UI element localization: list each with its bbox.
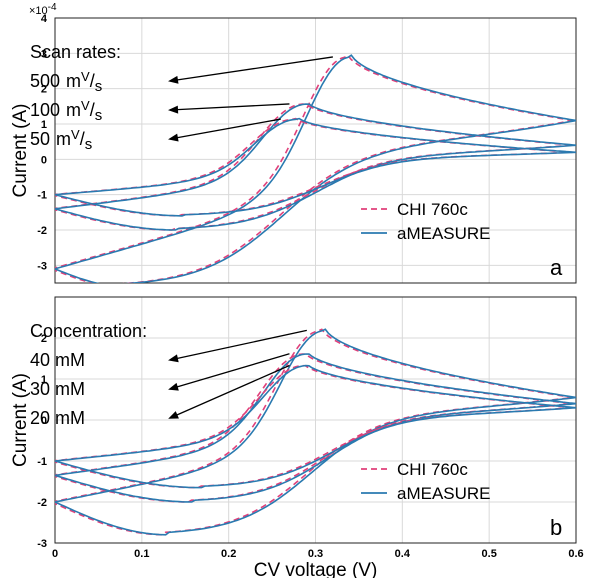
annotation-unit-a: m bbox=[66, 100, 81, 120]
legend-entry: aMEASURE bbox=[397, 484, 491, 503]
annotation-unit-d: s bbox=[95, 107, 103, 124]
annotation-arrow-head bbox=[168, 382, 179, 391]
panel-label: b bbox=[550, 515, 562, 540]
annotation-unit-d: s bbox=[85, 136, 93, 153]
annotation-unit-a: m bbox=[66, 71, 81, 91]
cv-curve-chi-760c bbox=[55, 54, 573, 283]
annotation-title: Scan rates: bbox=[30, 42, 121, 62]
y-tick-label: -3 bbox=[37, 538, 47, 550]
cv-curve-ameasure bbox=[55, 364, 576, 489]
y-tick-label: 4 bbox=[41, 13, 48, 25]
annotation-unit-c: / bbox=[90, 71, 95, 91]
annotation-unit-c: / bbox=[80, 129, 85, 149]
annotation-unit-b: V bbox=[81, 98, 90, 113]
legend-entry: CHI 760c bbox=[397, 200, 468, 219]
cv-curve-chi-760c bbox=[55, 328, 573, 536]
annotation-entry: 20 mM bbox=[30, 408, 85, 428]
y-tick-label: -1 bbox=[37, 190, 47, 202]
annotation-arrow-line bbox=[169, 118, 281, 140]
y-tick-label: -2 bbox=[37, 497, 47, 509]
annotation-entry: 500 mV/s bbox=[30, 69, 102, 95]
annotation-unit-b: V bbox=[81, 69, 90, 84]
annotation-arrow-head bbox=[168, 354, 179, 363]
x-tick-label: 0 bbox=[52, 548, 58, 560]
cv-curve-ameasure bbox=[55, 103, 576, 231]
y-tick-label: 1 bbox=[41, 119, 47, 131]
annotation-arrow-line bbox=[169, 103, 290, 111]
annotation-arrow-head bbox=[168, 411, 179, 419]
y-tick-label: 2 bbox=[41, 333, 47, 345]
curve-group bbox=[55, 328, 576, 536]
panel-b: -3 -2 -1 0 1 2 0 0.1 0.2 0.3 0.4 0.5 0.6 Current (A) C… bbox=[10, 296, 584, 578]
annotation-arrow-line bbox=[169, 353, 290, 390]
plot-frame bbox=[54, 296, 577, 544]
annotation-arrow-line bbox=[169, 364, 290, 419]
y-tick-label: 0 bbox=[41, 415, 47, 427]
y-exponent-base: ×10 bbox=[29, 5, 48, 17]
legend-entry: CHI 760c bbox=[397, 460, 468, 479]
annotation-entry: 100 mV/s bbox=[30, 98, 102, 124]
x-tick-label: 0.3 bbox=[308, 548, 323, 560]
annotation-value: 50 bbox=[30, 129, 50, 149]
panel-label: a bbox=[550, 255, 563, 280]
annotation-entry: 30 mM bbox=[30, 379, 85, 399]
annotation-unit-d: s bbox=[95, 78, 103, 95]
y-exponent-label: ×10-4 bbox=[29, 2, 57, 17]
annotation-arrow-head bbox=[168, 133, 179, 142]
annotation-arrow-head bbox=[168, 75, 179, 84]
annotation-unit-c: / bbox=[90, 100, 95, 120]
annotation-unit-b: V bbox=[71, 127, 80, 142]
x-tick-label: 0.5 bbox=[482, 548, 497, 560]
annotation-arrow-line bbox=[169, 56, 333, 82]
panel-a: -3 -2 -1 0 1 2 3 4×10-4 Current (A) a CHI 760c aMEA… bbox=[10, 2, 577, 284]
y-exponent-power: -4 bbox=[48, 2, 57, 13]
legend-entry: aMEASURE bbox=[397, 224, 491, 243]
y-axis-label: Current (A) bbox=[10, 373, 31, 467]
y-tick-label: 2 bbox=[41, 84, 47, 96]
y-tick-label: -3 bbox=[37, 260, 47, 272]
y-tick-label: 1 bbox=[41, 374, 47, 386]
cv-curve-ameasure bbox=[55, 117, 576, 217]
annotation-entry: 40 mM bbox=[30, 350, 85, 370]
annotation-unit-a: m bbox=[56, 129, 71, 149]
y-tick-label: -2 bbox=[37, 225, 47, 237]
x-tick-label: 0.4 bbox=[395, 548, 411, 560]
cv-curve-ameasure bbox=[55, 353, 576, 503]
x-tick-label: 0.1 bbox=[134, 548, 149, 560]
x-axis-label: CV voltage (V) bbox=[254, 560, 378, 578]
annotation-value: 500 bbox=[30, 71, 60, 91]
annotation-value: 100 bbox=[30, 100, 60, 120]
x-tick-label: 0.6 bbox=[568, 548, 583, 560]
cv-curve-ameasure bbox=[55, 328, 576, 536]
annotation-arrow-line bbox=[169, 329, 307, 361]
x-tick-label: 0.2 bbox=[221, 548, 236, 560]
annotation-title: Concentration: bbox=[30, 321, 147, 341]
y-axis-label: Current (A) bbox=[10, 104, 31, 198]
y-tick-label: 3 bbox=[41, 48, 47, 60]
plot-frame bbox=[54, 17, 577, 284]
annotation-arrow-head bbox=[168, 105, 179, 114]
curve-group bbox=[55, 54, 576, 283]
y-tick-label: 0 bbox=[41, 154, 47, 166]
y-tick-label: -1 bbox=[37, 456, 47, 468]
annotation-entry: 50 mV/s bbox=[30, 127, 92, 153]
